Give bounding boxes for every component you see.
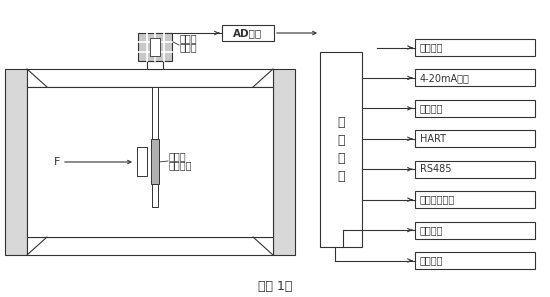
Text: F: F [54,157,60,167]
Bar [27,69,273,87]
Bar [415,100,535,117]
Text: HART: HART [420,134,446,144]
Text: （图 1）: （图 1） [258,280,292,293]
Text: 红外置零开关: 红外置零开关 [420,195,455,205]
Bar [415,130,535,147]
Bar [415,222,535,238]
Bar [273,69,295,255]
Bar [5,69,27,255]
Text: 脉冲输出: 脉冲输出 [420,103,443,113]
Bar [150,38,160,56]
Text: 微: 微 [337,116,345,129]
Text: 双电容: 双电容 [180,33,197,43]
Bar [152,87,158,207]
Bar [415,69,535,86]
Text: RS485: RS485 [420,164,452,174]
Text: 理: 理 [337,152,345,165]
Text: 阻流件: 阻流件 [169,151,186,161]
Bar [27,237,273,255]
Bar [415,252,535,269]
Text: 处: 处 [337,134,345,147]
Text: 4-20mA输出: 4-20mA输出 [420,73,470,83]
Text: 器: 器 [337,170,345,183]
Bar [415,39,535,56]
Bar [27,87,273,237]
Bar [415,191,535,208]
Bar [138,33,172,61]
Text: AD转换: AD转换 [233,28,262,38]
Text: 传感器: 传感器 [180,42,197,52]
Text: 压力采集: 压力采集 [420,225,443,235]
Text: 液晶显示: 液晶显示 [420,42,443,53]
Bar [137,147,147,176]
Bar [222,25,274,41]
Bar [415,161,535,178]
Bar [320,52,362,247]
Text: （靶片）: （靶片） [169,160,192,170]
Bar [147,61,163,69]
Text: 温度采集: 温度采集 [420,255,443,266]
Bar [151,139,159,184]
